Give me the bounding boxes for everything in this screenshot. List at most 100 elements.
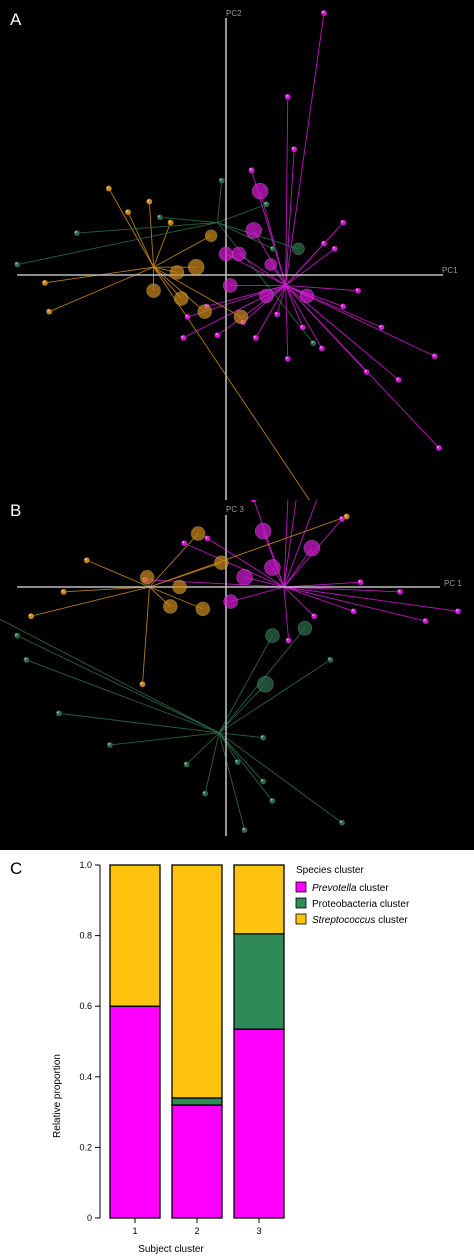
b-point-highlight — [61, 589, 64, 592]
b-point-highlight — [261, 779, 264, 782]
b-point-highlight — [205, 536, 208, 539]
a-point-highlight — [321, 10, 324, 13]
legend-label-rest: Proteobacteria cluster — [312, 899, 410, 910]
a-spoke-streptococcus — [108, 188, 154, 268]
legend-label-proteobacteria: Proteobacteria cluster — [312, 899, 410, 910]
b-point-proteobacteria — [234, 758, 241, 766]
b-point-prevotella — [350, 608, 357, 615]
b-point-highlight — [351, 609, 354, 612]
a-point-highlight — [215, 333, 218, 336]
a-spoke-prevotella — [285, 12, 325, 286]
b-point-highlight — [107, 742, 110, 745]
a-point-prevotella — [231, 246, 247, 262]
a-point-prevotella — [284, 93, 292, 101]
panel-a-letter: A — [10, 10, 22, 29]
a-point-streptococcus — [45, 308, 53, 315]
y-tick-label: 0.8 — [79, 931, 92, 941]
b-spoke-prevotella — [230, 586, 285, 603]
b-point-proteobacteria — [241, 826, 248, 834]
a-point-highlight — [264, 202, 267, 205]
b-spoke-proteobacteria — [26, 659, 220, 734]
a-point-highlight — [47, 309, 50, 312]
b-point-highlight — [140, 682, 143, 685]
a-spoke-proteobacteria — [217, 222, 314, 344]
a-point-prevotella — [245, 222, 262, 239]
b-spoke-prevotella — [253, 500, 285, 588]
y-tick-label: 0.6 — [79, 1001, 92, 1011]
b-point-highlight — [29, 614, 32, 617]
a-spoke-prevotella — [285, 285, 289, 359]
stacked-bars — [109, 864, 285, 1219]
a-point-highlight — [249, 168, 252, 171]
legend-label-rest: cluster — [356, 883, 389, 894]
a-spoke-streptococcus — [153, 235, 212, 268]
b-point-prevotella — [250, 500, 258, 503]
a-point-highlight — [125, 210, 129, 213]
b-point-streptococcus — [190, 526, 206, 541]
b-point-proteobacteria — [265, 628, 280, 643]
b-point-streptococcus — [214, 555, 229, 571]
legend-label-rest: cluster — [375, 915, 408, 926]
relative-proportion-stacked-bars: C 0 0.2 0.4 0.6 0.8 1.0 1 2 3 Relative proporti… — [10, 859, 410, 1255]
b-point-highlight — [455, 609, 459, 612]
a-point-streptococcus — [197, 304, 212, 319]
legend-title: Species cluster — [296, 865, 364, 876]
b-point-streptococcus — [139, 569, 155, 585]
a-point-prevotella — [273, 310, 281, 318]
b-point-proteobacteria — [183, 761, 190, 768]
x-tick-label: 1 — [132, 1226, 137, 1236]
b-point-highlight — [56, 711, 59, 714]
a-point-prevotella — [339, 303, 347, 310]
b-point-highlight — [286, 638, 289, 641]
a-point-prevotella — [264, 258, 278, 271]
a-point-highlight — [15, 262, 18, 265]
a-point-highlight — [181, 335, 184, 338]
panel-c-letter: C — [10, 859, 22, 878]
panel-b-spokes — [0, 500, 459, 831]
a-point-highlight — [106, 186, 109, 189]
pc1-axis-name: PC1 — [442, 266, 458, 275]
b-point-streptococcus — [139, 680, 146, 688]
a-point-proteobacteria — [218, 177, 226, 184]
a-spoke-proteobacteria — [217, 203, 267, 224]
b-point-highlight — [184, 762, 187, 765]
b-point-highlight — [344, 514, 347, 517]
b-spoke-proteobacteria — [218, 732, 343, 824]
a-point-highlight — [311, 341, 314, 344]
b-point-prevotella — [285, 637, 292, 644]
a-point-prevotella — [259, 288, 274, 304]
a-spoke-prevotella — [285, 248, 335, 286]
b-spoke-proteobacteria — [218, 732, 245, 831]
b-point-proteobacteria — [297, 621, 313, 636]
a-point-prevotella — [251, 182, 269, 200]
b-spoke-proteobacteria — [218, 635, 273, 734]
b-spoke-proteobacteria — [218, 732, 238, 763]
b-spoke-prevotella — [283, 586, 401, 593]
panel-a-pca-plot: A PC1 PC2 — [0, 0, 474, 500]
a-point-streptococcus — [146, 283, 161, 299]
b-spoke-streptococcus — [149, 533, 199, 588]
a-point-highlight — [364, 369, 367, 372]
a-point-prevotella — [284, 355, 292, 363]
a-point-prevotella — [184, 313, 191, 321]
a-point-highlight — [42, 280, 45, 283]
b-point-highlight — [312, 614, 315, 617]
a-point-proteobacteria — [310, 339, 317, 347]
b-spoke-streptococcus — [149, 516, 347, 588]
legend-swatch-prevotella — [295, 881, 307, 893]
b-point-highlight — [203, 791, 206, 794]
a-spoke-prevotella — [253, 230, 287, 286]
a-point-proteobacteria — [156, 214, 164, 221]
a-point-prevotella — [435, 444, 443, 452]
bar-segment-streptococcus — [109, 864, 161, 1007]
y-tick-label: 0 — [87, 1213, 92, 1223]
a-spoke-prevotella — [285, 96, 289, 286]
a-point-proteobacteria — [292, 242, 305, 256]
a-point-highlight — [292, 147, 295, 150]
a-point-streptococcus — [169, 265, 185, 280]
a-point-streptococcus — [41, 279, 49, 287]
a-point-prevotella — [363, 368, 370, 376]
y-tick-label: 1.0 — [79, 860, 92, 870]
a-point-prevotella — [339, 219, 347, 226]
b-spoke-prevotella — [283, 586, 426, 622]
